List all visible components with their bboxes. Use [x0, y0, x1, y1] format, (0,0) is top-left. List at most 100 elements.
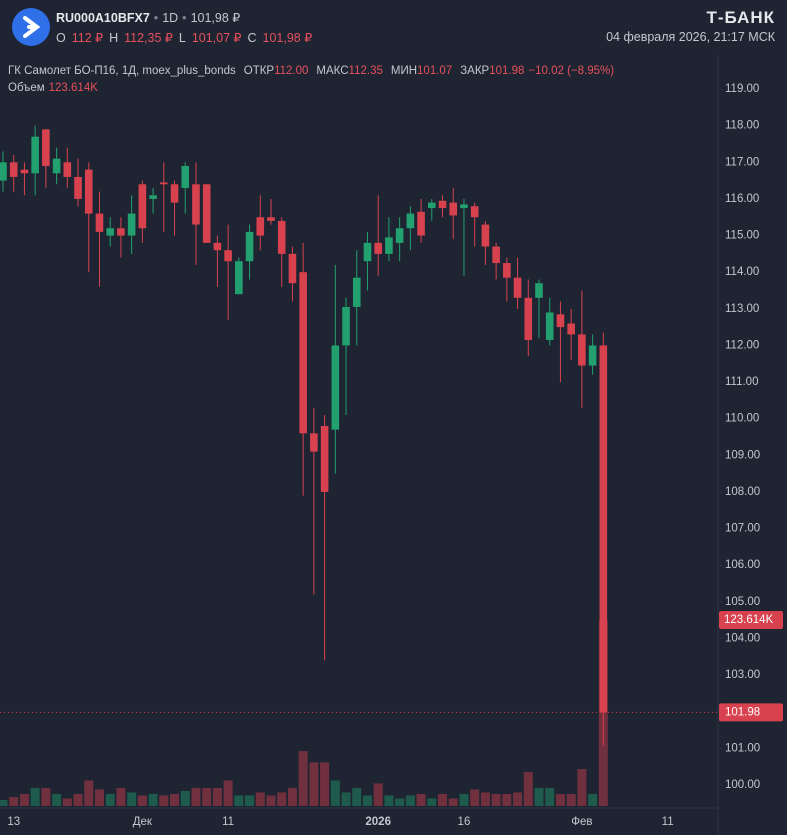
- volume-bar: [234, 795, 244, 806]
- y-tick-label: 115.00: [725, 230, 759, 242]
- volume-bar: [223, 780, 233, 806]
- candle-body: [245, 231, 254, 262]
- volume-bar: [588, 793, 598, 806]
- candle-body: [588, 345, 597, 366]
- volume-bar: [320, 762, 330, 806]
- y-tick-label: 109.00: [725, 449, 760, 461]
- x-tick-label: Фев: [571, 816, 592, 828]
- volume-bar: [287, 787, 297, 806]
- series-name: ГК Самолет БО-П16, 1Д, moex_plus_bonds: [8, 65, 236, 77]
- candle-body: [42, 129, 50, 166]
- volume-bar: [362, 795, 372, 806]
- candle-body: [235, 261, 243, 295]
- volume-bar: [255, 792, 265, 806]
- ohlc-key: C: [247, 30, 257, 45]
- candle-body: [599, 345, 608, 713]
- candle-body: [503, 263, 511, 278]
- y-tick-label: 100.00: [725, 779, 760, 791]
- volume-bar: [309, 762, 319, 806]
- volume-bar: [373, 783, 383, 806]
- volume-bar: [523, 771, 533, 806]
- y-tick-label: 108.00: [725, 486, 760, 498]
- volume-bar: [137, 795, 147, 806]
- candle-body: [117, 228, 125, 236]
- volume-bar: [352, 787, 362, 806]
- candle-body: [149, 195, 157, 199]
- volume-bar: [202, 787, 212, 806]
- candle-body: [267, 217, 275, 221]
- candle-body: [170, 184, 179, 203]
- candle-body: [417, 211, 425, 236]
- volume-bar: [52, 793, 62, 806]
- candle-body: [63, 162, 72, 177]
- candle-body: [481, 224, 490, 247]
- timestamp: 04 февраля 2026, 21:17 МСК: [606, 30, 775, 44]
- volume-bar: [502, 793, 512, 806]
- volume-bar: [41, 787, 51, 806]
- candle-body: [31, 136, 39, 174]
- candle-body: [352, 277, 361, 307]
- interval: 1D: [162, 10, 179, 25]
- candle-body: [288, 253, 297, 284]
- volume-bar: [555, 793, 565, 806]
- volume-bar: [30, 787, 40, 806]
- ohlc-value: 112 ₽: [71, 31, 104, 45]
- x-tick-label: 13: [7, 816, 20, 828]
- stat-name: ОТКР: [243, 65, 275, 77]
- brand: Т‑БАНК: [706, 8, 775, 27]
- volume-bar: [245, 795, 255, 806]
- candle-body: [513, 277, 522, 298]
- volume-bar: [266, 795, 276, 806]
- candle-body: [449, 202, 458, 216]
- volume-bar: [94, 789, 104, 806]
- volume-bar: [566, 793, 576, 806]
- volume-bar: [395, 798, 405, 806]
- candle-body: [106, 228, 114, 236]
- volume-bar: [212, 787, 222, 806]
- candle-body: [438, 200, 447, 209]
- candle-body: [524, 297, 533, 340]
- candle-body: [299, 272, 307, 434]
- change: −10.02 (−8.95%): [528, 65, 615, 77]
- volume-bar: [73, 793, 83, 806]
- candle-body: [74, 176, 82, 199]
- ohlc-value: 112,35 ₽: [124, 31, 173, 45]
- candle-body: [138, 184, 147, 229]
- stat-value: 101.98: [489, 65, 525, 77]
- volume-bar: [127, 792, 137, 806]
- y-tick-label: 114.00: [725, 266, 759, 278]
- y-tick-label: 104.00: [725, 632, 760, 644]
- candle-body: [556, 314, 565, 328]
- x-tick-label: Дек: [133, 816, 153, 828]
- y-tick-label: 107.00: [725, 523, 760, 535]
- volume-bar: [0, 799, 8, 806]
- stat-name: МИН: [390, 65, 418, 77]
- candle-body: [374, 242, 382, 254]
- ohlc-value: 101,98 ₽: [262, 31, 313, 45]
- candle-body: [256, 217, 265, 236]
- candle-body: [0, 162, 7, 181]
- candle-body: [277, 220, 286, 254]
- ohlc-key: L: [178, 30, 186, 45]
- ticker: RU000A10BFX7: [56, 10, 150, 25]
- ohlc-key: H: [109, 30, 119, 45]
- volume-bar: [405, 795, 415, 806]
- volume-bar: [159, 795, 169, 806]
- volume-layer: [0, 620, 608, 806]
- candle-body: [20, 169, 29, 174]
- candle-body: [545, 312, 554, 340]
- candle-body: [395, 228, 404, 243]
- candle-body: [567, 323, 575, 335]
- y-tick-label: 113.00: [725, 303, 759, 315]
- candle-body: [95, 213, 104, 232]
- legend: ГК Самолет БО-П16, 1Д, moex_plus_bonds О…: [8, 65, 614, 77]
- volume-bar: [438, 793, 448, 806]
- candle-body: [192, 184, 200, 225]
- candle-body: [406, 213, 415, 229]
- volume-box: [719, 611, 783, 629]
- y-tick-label: 110.00: [725, 413, 759, 425]
- volume-name: Объем: [8, 82, 45, 94]
- volume-bar: [341, 792, 351, 806]
